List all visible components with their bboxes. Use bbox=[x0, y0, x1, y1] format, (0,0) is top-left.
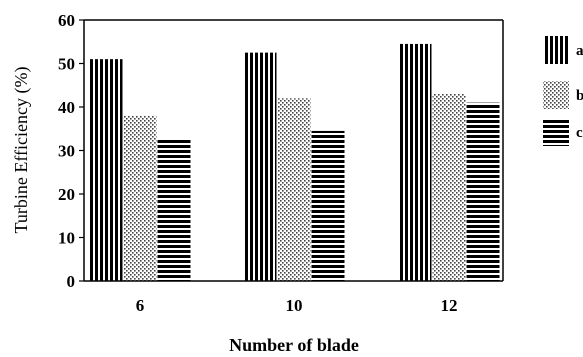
y-tick-label: 10 bbox=[58, 229, 75, 248]
x-axis-label: Number of blade bbox=[229, 335, 359, 355]
legend-swatch-b bbox=[543, 81, 569, 109]
y-tick-label: 20 bbox=[58, 185, 75, 204]
bar-b-6 bbox=[123, 115, 157, 281]
bar-b-12 bbox=[432, 93, 466, 281]
y-axis-label: Turbine Efficiency (%) bbox=[11, 67, 32, 234]
x-tick-label: 10 bbox=[286, 296, 303, 315]
legend-label-c: c bbox=[576, 125, 583, 141]
legend-label-a: a bbox=[576, 43, 583, 59]
bar-c-6 bbox=[157, 139, 191, 281]
y-tick-label: 30 bbox=[58, 142, 75, 161]
y-tick-label: 0 bbox=[67, 272, 76, 291]
y-tick-label: 60 bbox=[58, 11, 75, 30]
bars bbox=[89, 43, 500, 282]
bar-c-12 bbox=[466, 102, 500, 282]
bar-b-10 bbox=[277, 98, 311, 281]
y-axis-ticks: 0 10 20 30 40 50 60 bbox=[58, 11, 84, 291]
bar-c-10 bbox=[311, 130, 345, 281]
bar-a-12 bbox=[398, 43, 432, 281]
y-tick-label: 40 bbox=[58, 98, 75, 117]
bar-a-10 bbox=[243, 52, 277, 281]
legend-swatch-c bbox=[543, 118, 569, 146]
legend-swatch-a bbox=[543, 36, 569, 64]
x-tick-label: 12 bbox=[441, 296, 458, 315]
legend: a b c bbox=[543, 36, 583, 146]
x-axis-ticks: 6 10 12 bbox=[136, 296, 458, 315]
y-tick-label: 50 bbox=[58, 55, 75, 74]
x-tick-label: 6 bbox=[136, 296, 145, 315]
bar-a-6 bbox=[89, 59, 123, 282]
legend-label-b: b bbox=[576, 88, 583, 104]
